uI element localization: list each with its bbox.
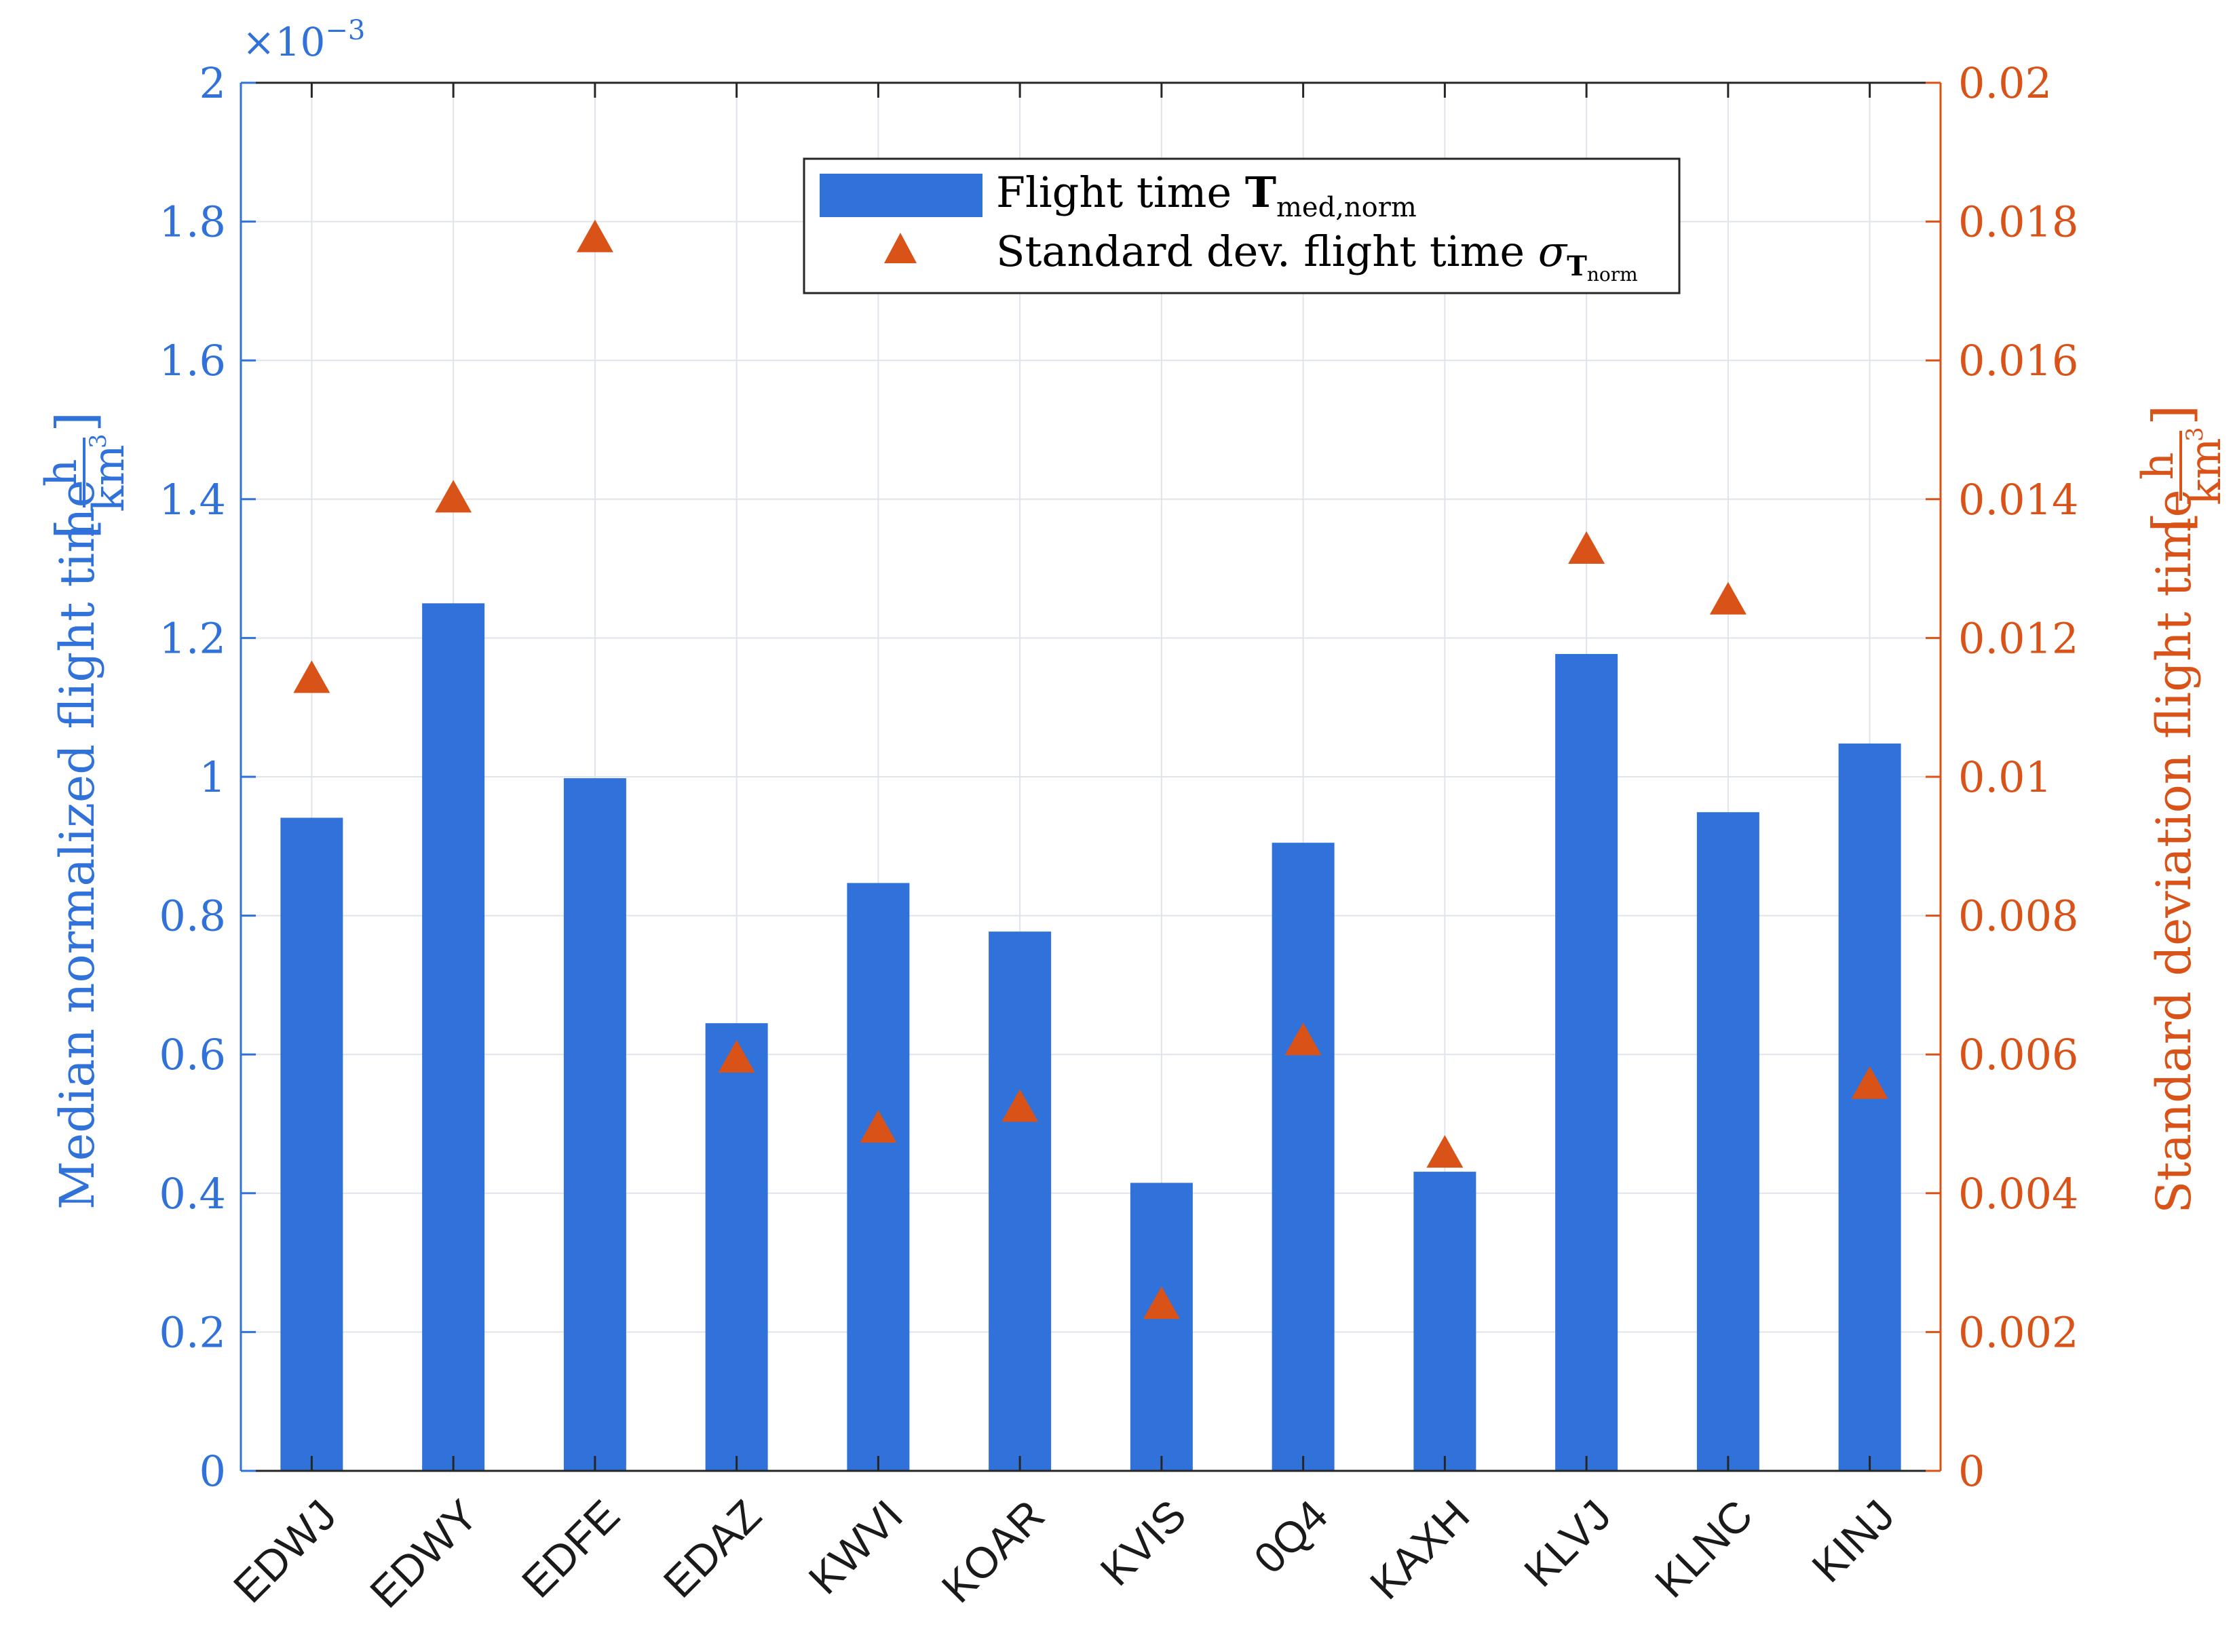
triangle-marker xyxy=(860,1110,897,1143)
left-tick-label: 1.2 xyxy=(159,613,226,663)
bar xyxy=(1555,653,1618,1472)
bar xyxy=(563,778,626,1471)
left-tick-label: 1 xyxy=(199,752,226,802)
right-axis-unit-den-exp: 3 xyxy=(2181,427,2209,442)
bar xyxy=(1413,1172,1476,1471)
right-axis-unit-den: km xyxy=(2181,438,2231,505)
bar xyxy=(847,883,910,1471)
right-tick-label: 0.006 xyxy=(1958,1030,2079,1079)
right-tick-label: 0.016 xyxy=(1958,336,2079,385)
right-tick-label: 0.008 xyxy=(1958,891,2079,941)
right-axis-bracket-open: [ xyxy=(2142,512,2203,533)
bar xyxy=(280,818,343,1471)
right-tick-label: 0.01 xyxy=(1958,752,2052,802)
bar xyxy=(1130,1183,1193,1471)
legend-entry-bars-bold: T xyxy=(1245,168,1276,217)
legend-bar-swatch xyxy=(820,174,982,217)
triangle-marker xyxy=(1284,1022,1322,1056)
right-tick-label: 0.002 xyxy=(1958,1307,2079,1357)
left-tick-label: 1.8 xyxy=(159,197,226,247)
legend-entry-markers-sym: σ xyxy=(1538,227,1568,276)
triangle-marker xyxy=(435,480,472,513)
left-tick-label: 0 xyxy=(199,1446,226,1496)
left-axis-unit-den: km xyxy=(84,444,134,512)
left-axis-label: Median normalized flight time [ h km 3 ] xyxy=(37,412,134,1210)
left-axis-label-text: Median normalized flight time xyxy=(50,480,105,1210)
left-axis-bracket-close: ] xyxy=(45,412,107,432)
right-axis-unit-num: h xyxy=(2133,452,2183,480)
bar xyxy=(1838,743,1901,1471)
triangle-marker xyxy=(1426,1135,1464,1168)
legend-entry-markers-main: Standard dev. flight time xyxy=(996,227,1538,276)
legend-entry-bars-main: Flight time xyxy=(996,168,1245,217)
left-tick-label: 1.6 xyxy=(159,336,226,385)
left-axis-ticks: 0 0.2 0.4 0.6 0.8 1 1.2 1.4 1.6 1.8 2 xyxy=(159,58,256,1496)
right-tick-label: 0.004 xyxy=(1958,1169,2079,1218)
right-tick-label: 0.02 xyxy=(1958,58,2052,108)
triangle-marker xyxy=(1851,1066,1888,1099)
right-axis-label-text: Standard deviation flight time xyxy=(2146,489,2202,1214)
left-tick-label: 2 xyxy=(199,58,226,108)
bar xyxy=(989,931,1052,1471)
right-tick-label: 0 xyxy=(1958,1446,1985,1496)
legend-entry-markers-sub: T xyxy=(1567,250,1587,282)
left-axis-exponent: ×10−3 xyxy=(242,15,365,65)
triangle-marker xyxy=(1143,1286,1180,1320)
right-axis-label: Standard deviation flight time [ h km 3 … xyxy=(2133,405,2231,1214)
triangle-marker xyxy=(1568,531,1605,564)
right-axis-bracket-close: ] xyxy=(2142,405,2203,425)
left-axis-bracket-open: [ xyxy=(45,519,107,539)
legend-entry-markers-subsub: norm xyxy=(1587,263,1638,286)
bar xyxy=(1272,843,1335,1471)
left-axis-unit-den-exp: 3 xyxy=(85,434,112,448)
left-tick-label: 0.8 xyxy=(159,891,226,941)
triangle-marker xyxy=(293,660,330,693)
triangle-marker xyxy=(576,219,613,252)
bar xyxy=(1696,812,1759,1471)
marker-series xyxy=(293,219,1888,1320)
triangle-marker xyxy=(1001,1089,1039,1122)
triangle-marker xyxy=(1709,581,1747,615)
left-tick-label: 1.4 xyxy=(159,475,226,524)
legend-triangle-swatch xyxy=(884,233,917,263)
right-axis-ticks: 0 0.002 0.004 0.006 0.008 0.01 0.012 0.014 0.016… xyxy=(1926,58,2079,1496)
bar xyxy=(422,603,485,1471)
left-axis-unit-num: h xyxy=(37,459,87,486)
right-tick-label: 0.014 xyxy=(1958,475,2079,524)
exponent-value: −3 xyxy=(325,15,365,46)
exponent-prefix: ×10 xyxy=(242,19,325,65)
right-tick-label: 0.012 xyxy=(1958,613,2079,663)
legend-entry-markers: Standard dev. flight time σTnorm xyxy=(996,227,1638,286)
left-tick-label: 0.6 xyxy=(159,1030,226,1079)
left-tick-label: 0.4 xyxy=(159,1169,226,1218)
legend-entry-bars-sub: med,norm xyxy=(1276,192,1417,223)
right-tick-label: 0.018 xyxy=(1958,197,2079,247)
bar-series xyxy=(280,603,1901,1472)
left-tick-label: 0.2 xyxy=(159,1307,226,1357)
legend-entry-bars: Flight time Tmed,norm xyxy=(996,168,1417,223)
triangle-marker xyxy=(718,1039,755,1073)
legend: Flight time Tmed,norm Standard dev. flig… xyxy=(803,157,1681,294)
bar xyxy=(705,1023,768,1471)
